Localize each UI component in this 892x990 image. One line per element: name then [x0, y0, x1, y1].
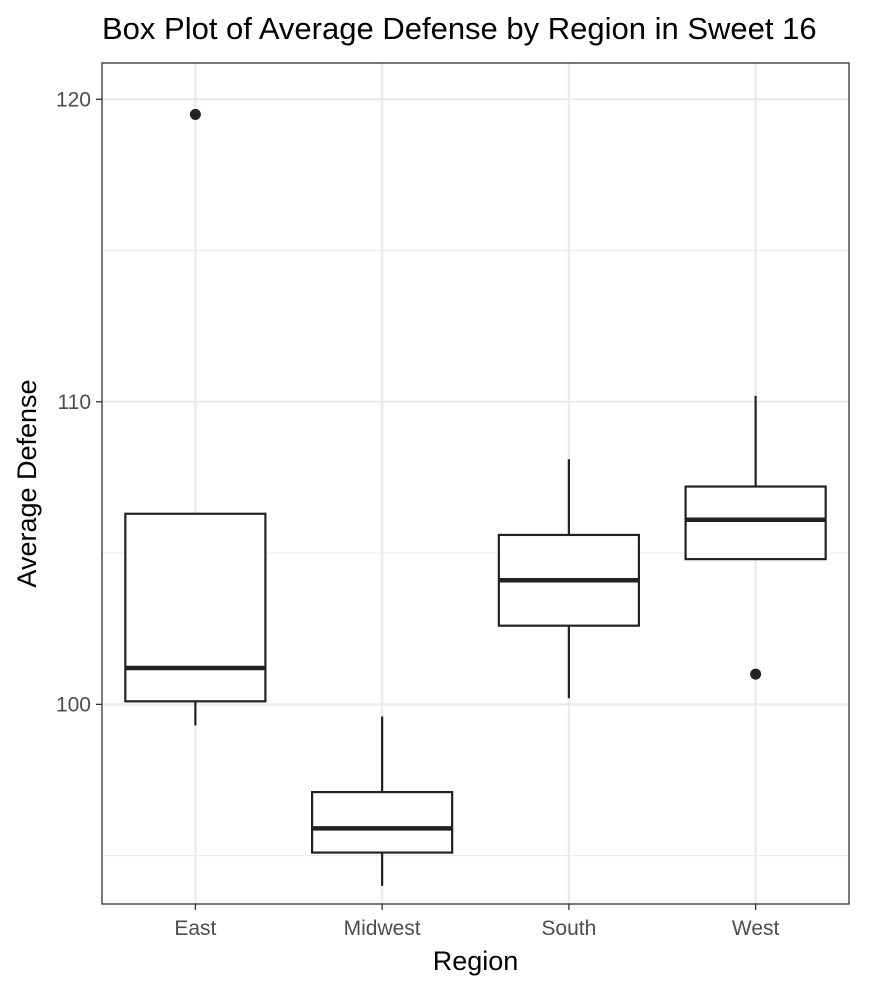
box-iqr: [124, 512, 267, 703]
outlier-point: [189, 108, 201, 120]
box-west: [684, 395, 827, 680]
box-iqr: [684, 485, 827, 561]
plot-panel-border: [101, 62, 850, 905]
chart-title: Box Plot of Average Defense by Region in…: [102, 11, 817, 46]
x-tick-label: West: [732, 917, 780, 940]
x-tick-label: East: [174, 917, 216, 940]
y-axis-title: Average Defense: [12, 379, 42, 587]
axes: 100 110 120 East Midwest South West: [56, 88, 780, 940]
grid-lines: [102, 63, 849, 904]
box-iqr: [310, 790, 454, 854]
box-midwest: [310, 716, 454, 886]
box-east: [124, 108, 267, 726]
y-tick-label: 110: [58, 391, 91, 414]
box-plot-series: [124, 108, 827, 886]
x-tick-label: Midwest: [344, 917, 421, 940]
box-south: [497, 459, 641, 699]
x-tick-label: South: [541, 917, 596, 940]
outlier-point: [750, 668, 762, 680]
x-axis-title: Region: [433, 946, 519, 976]
y-tick-label: 100: [56, 693, 91, 716]
y-tick-label: 120: [56, 88, 91, 111]
